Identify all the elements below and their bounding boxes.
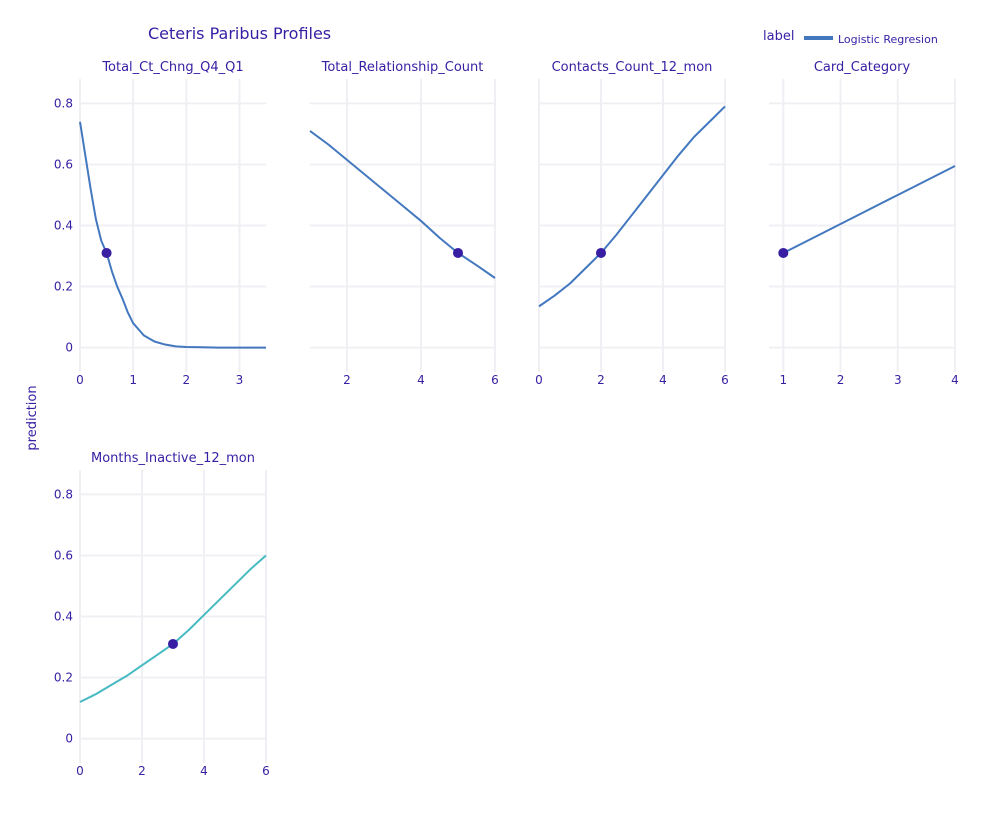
x-tick-label-card-category-1: 2 — [837, 373, 845, 387]
x-tick-label-total-ct-chng-q4-q1-3: 3 — [236, 373, 244, 387]
y-tick-label-total-ct-chng-q4-q1-1: 0.2 — [54, 280, 73, 294]
y-tick-label-total-ct-chng-q4-q1-2: 0.4 — [54, 219, 73, 233]
observation-point-card-category[interactable] — [778, 247, 789, 258]
labels-layer: 0 0.2 0.4 0.6 0.8 0 1 2 3 Total_Ct_Chng_Q4_Q1 2 4 6 T… — [54, 60, 959, 778]
observation-point-total-relationship-count[interactable] — [453, 247, 463, 258]
observation-point-contacts-count-12-mon[interactable] — [596, 247, 606, 258]
x-tick-label-months-inactive-12-mon-3: 6 — [262, 764, 270, 778]
x-tick-label-months-inactive-12-mon-0: 0 — [76, 764, 84, 778]
x-tick-label-contacts-count-12-mon-2: 4 — [659, 373, 667, 387]
profile-line-contacts-count-12-mon[interactable] — [538, 105, 726, 308]
x-tick-label-months-inactive-12-mon-1: 2 — [138, 764, 146, 778]
panel-title-card-category: Card_Category — [814, 60, 911, 75]
legend[interactable]: label Logistic Regresion — [763, 29, 938, 46]
profile-line-total-ct-chng-q4-q1[interactable] — [79, 121, 266, 349]
x-tick-label-card-category-2: 3 — [894, 373, 902, 387]
legend-entry-logistic-regresion[interactable]: Logistic Regresion — [838, 33, 938, 46]
observation-point-months-inactive-12-mon[interactable] — [168, 638, 178, 649]
points-layer — [101, 247, 789, 649]
panel-title-contacts-count-12-mon: Contacts_Count_12_mon — [552, 60, 713, 75]
x-tick-label-total-ct-chng-q4-q1-2: 2 — [182, 373, 190, 387]
observation-point-total-ct-chng-q4-q1[interactable] — [101, 247, 112, 258]
y-tick-label-total-ct-chng-q4-q1-3: 0.6 — [54, 157, 73, 171]
x-tick-label-total-relationship-count-2: 6 — [491, 373, 499, 387]
x-tick-label-contacts-count-12-mon-1: 2 — [597, 373, 605, 387]
x-tick-label-card-category-3: 4 — [951, 373, 959, 387]
legend-title: label — [763, 29, 794, 44]
profile-line-card-category[interactable] — [782, 165, 956, 254]
x-tick-label-total-ct-chng-q4-q1-0: 0 — [76, 373, 84, 387]
x-tick-label-contacts-count-12-mon-0: 0 — [535, 373, 543, 387]
x-tick-label-total-ct-chng-q4-q1-1: 1 — [129, 373, 137, 387]
profile-line-total-relationship-count[interactable] — [309, 130, 496, 279]
y-axis-title: prediction — [25, 385, 40, 450]
y-tick-label-months-inactive-12-mon-1: 0.2 — [54, 671, 73, 685]
x-tick-label-months-inactive-12-mon-2: 4 — [200, 764, 208, 778]
y-tick-label-months-inactive-12-mon-2: 0.4 — [54, 610, 73, 624]
x-tick-label-card-category-0: 1 — [779, 373, 787, 387]
y-tick-label-total-ct-chng-q4-q1-0: 0 — [65, 341, 73, 355]
profile-line-months-inactive-12-mon[interactable] — [79, 554, 267, 703]
y-tick-label-months-inactive-12-mon-4: 0.8 — [54, 487, 73, 501]
grid-layer — [79, 79, 956, 763]
panel-title-total-relationship-count: Total_Relationship_Count — [321, 60, 484, 75]
y-tick-label-total-ct-chng-q4-q1-4: 0.8 — [54, 96, 73, 110]
lines-layer — [79, 105, 956, 703]
x-tick-label-total-relationship-count-1: 4 — [417, 373, 425, 387]
x-tick-label-contacts-count-12-mon-3: 6 — [721, 373, 729, 387]
x-tick-label-total-relationship-count-0: 2 — [343, 373, 351, 387]
panel-title-months-inactive-12-mon: Months_Inactive_12_mon — [91, 451, 255, 466]
y-tick-label-months-inactive-12-mon-0: 0 — [65, 732, 73, 746]
panel-title-total-ct-chng-q4-q1: Total_Ct_Chng_Q4_Q1 — [101, 60, 243, 75]
y-tick-label-months-inactive-12-mon-3: 0.6 — [54, 548, 73, 562]
chart-title: Ceteris Paribus Profiles — [148, 24, 331, 43]
